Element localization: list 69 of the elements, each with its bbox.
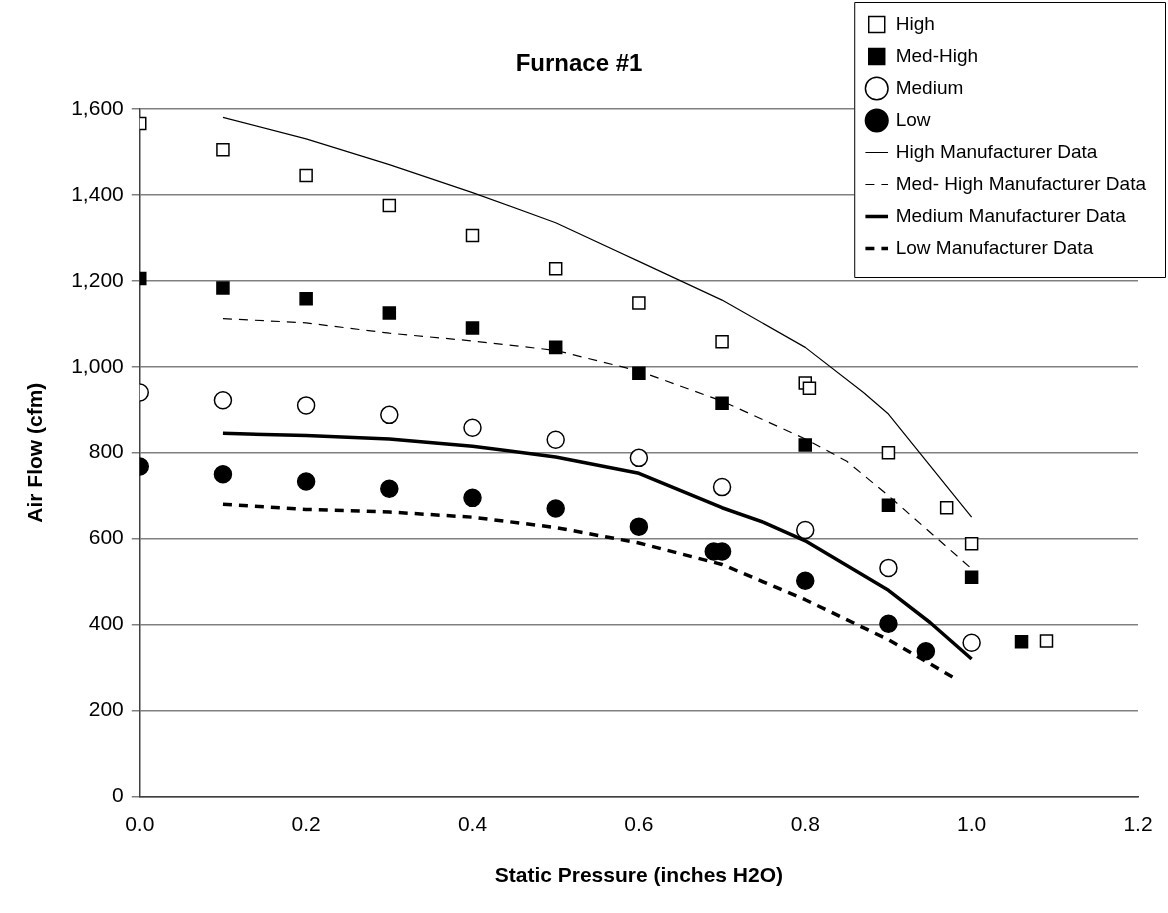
chart-title: Furnace #1 (515, 49, 643, 77)
point (1039, 634, 1054, 648)
point (213, 391, 233, 410)
point (881, 445, 896, 460)
point (798, 438, 813, 452)
y-tick-label: 600 (88, 525, 124, 549)
point (465, 228, 480, 243)
legend-label: Med- High Manufacturer Data (895, 172, 1147, 194)
point (299, 168, 313, 183)
point (296, 396, 316, 415)
point (796, 520, 815, 540)
x-tick-label: 1.2 (1123, 812, 1153, 835)
x-axis-title: Static Pressure (inches H2O) (494, 863, 784, 887)
point (879, 558, 898, 578)
point (296, 472, 316, 491)
x-tick-label: 0.2 (291, 812, 321, 835)
point (802, 381, 817, 395)
point (548, 261, 563, 276)
point (1014, 635, 1029, 649)
point (380, 479, 399, 499)
point (299, 292, 313, 306)
y-tick-label: 1,000 (71, 353, 124, 377)
legend-label: Low (895, 108, 931, 130)
y-tick-label: 1,200 (71, 267, 124, 291)
point (465, 321, 480, 335)
x-tick-label: 0.8 (790, 812, 820, 835)
point (216, 281, 230, 295)
point (632, 366, 646, 380)
point (216, 142, 230, 157)
point (548, 340, 563, 355)
y-tick-label: 800 (88, 439, 124, 463)
legend-label: High Manufacturer Data (895, 140, 1098, 162)
point (712, 477, 732, 497)
point (715, 396, 729, 411)
point (881, 498, 896, 512)
point (796, 571, 815, 591)
x-tick-label: 1.0 (957, 812, 987, 835)
point (715, 335, 729, 349)
point (632, 296, 646, 310)
legend-label: Medium (895, 76, 964, 98)
y-tick-label: 400 (88, 611, 124, 635)
point (879, 614, 898, 634)
point (629, 448, 649, 468)
point (546, 499, 565, 518)
y-tick-label: 1,600 (71, 95, 124, 119)
legend-label: High (895, 12, 935, 34)
y-axis-title: Air Flow (cfm) (23, 382, 47, 523)
point (964, 537, 979, 551)
point (382, 306, 397, 320)
legend-label: Medium Manufacturer Data (895, 204, 1127, 226)
y-tick-label: 200 (88, 697, 124, 721)
y-tick-label: 1,400 (71, 181, 124, 205)
point (629, 517, 649, 536)
legend-label: Med-High (895, 44, 979, 66)
point (916, 642, 936, 661)
x-tick-label: 0.4 (457, 812, 488, 835)
point (962, 633, 981, 652)
point (380, 405, 399, 425)
point (463, 488, 482, 508)
point (463, 418, 482, 438)
point (546, 430, 565, 450)
point (939, 500, 954, 515)
point (964, 570, 979, 585)
x-tick-label: 0.6 (624, 812, 654, 835)
point (213, 464, 233, 484)
x-tick-label: 0.0 (125, 812, 155, 835)
y-tick-label: 0 (112, 783, 124, 807)
point (382, 198, 397, 213)
legend-label: Low Manufacturer Data (895, 236, 1094, 258)
